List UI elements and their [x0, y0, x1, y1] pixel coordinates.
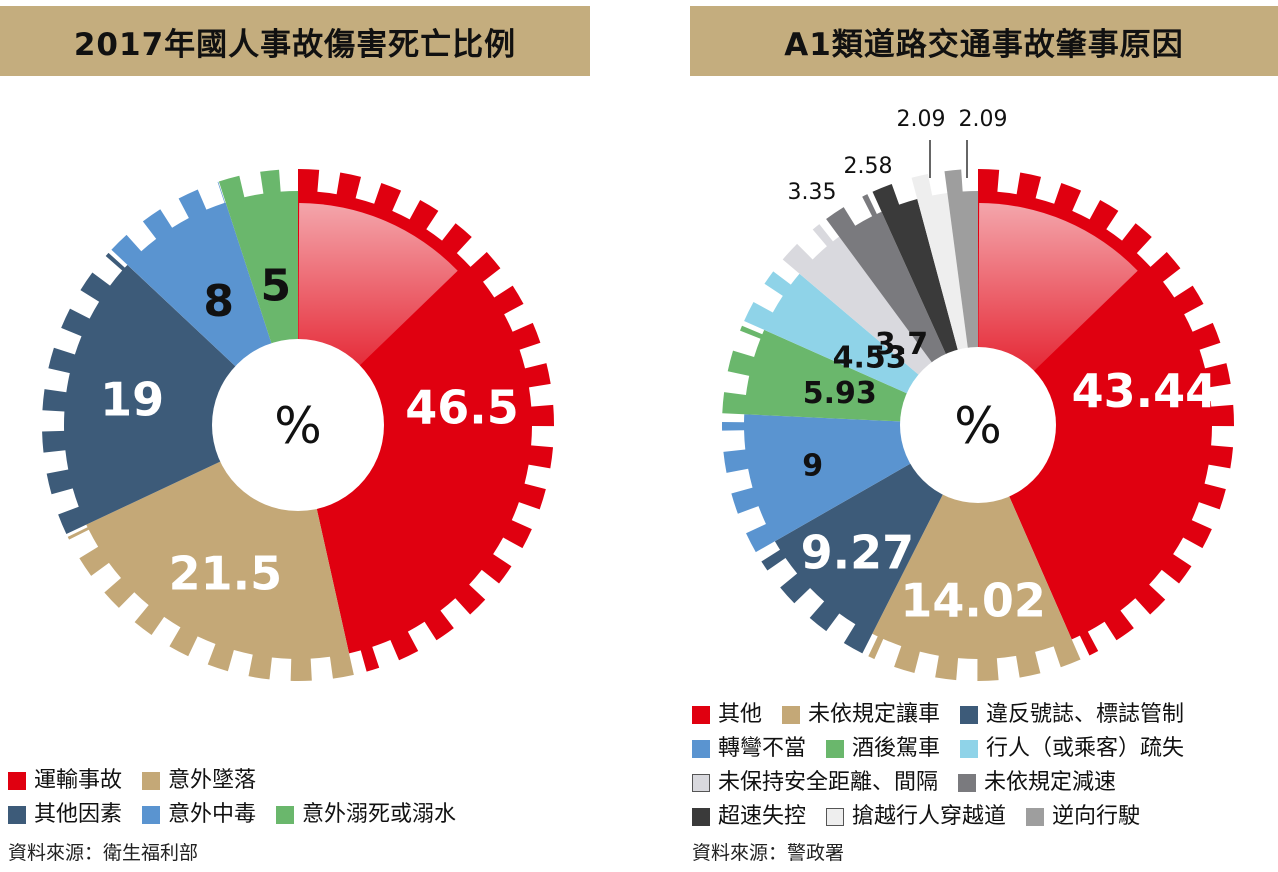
legend-label: 其他因素 — [34, 802, 123, 827]
pie-slice-其他因素 — [42, 252, 298, 534]
data-label-行人或乘客疏失: 4.53 — [833, 341, 907, 376]
data-label-違反號誌標誌管制: 9.27 — [801, 525, 915, 579]
legend-swatch — [276, 806, 295, 824]
legend-label: 轉彎不當 — [718, 736, 807, 761]
legend-label: 逆向行駛 — [1052, 804, 1141, 829]
legend-label: 其他 — [718, 702, 763, 727]
legend-swatch — [692, 774, 710, 792]
center-percent-label: % — [954, 397, 1002, 455]
legend-item-逆向行駛: 逆向行駛 — [1026, 800, 1140, 834]
legend-swatch — [692, 808, 710, 826]
legend-label: 未依規定讓車 — [808, 702, 941, 727]
pie-chart-left: % 46.5 21.5 19 8 5 — [42, 169, 555, 681]
legend-label: 未保持安全距離、間隔 — [718, 770, 939, 795]
legend-item-意外墜落: 意外墜落 — [142, 764, 256, 798]
data-label-逆向行駛: 2.09 — [959, 107, 1008, 132]
data-label-其他: 43.44 — [1072, 364, 1218, 418]
legend-label: 搶越行人穿越道 — [852, 804, 1007, 829]
legend-row: 其他因素 意外中毒 意外溺死或溺水 — [8, 798, 476, 832]
legend-item-意外溺死或溺水: 意外溺死或溺水 — [276, 798, 456, 832]
data-label-未依規定讓車: 14.02 — [900, 574, 1046, 628]
data-label-搶越行人穿越道: 2.09 — [897, 107, 946, 132]
center-percent-label: % — [274, 397, 322, 455]
legend-item-未依規定減速: 未依規定減速 — [958, 766, 1116, 800]
legend-item-意外中毒: 意外中毒 — [142, 798, 256, 832]
legend-label: 違反號誌、標誌管制 — [986, 702, 1185, 727]
legend-item-未依規定讓車: 未依規定讓車 — [782, 698, 940, 732]
data-label-未保持安全距離間隔: 3.7 — [875, 327, 928, 362]
legend-item-其他: 其他 — [692, 698, 762, 732]
legend-swatch — [692, 706, 710, 724]
pie-slice-未依規定讓車 — [868, 425, 1081, 682]
legend-row: 運輸事故 意外墜落 — [8, 764, 476, 798]
data-label-未依規定減速: 3.35 — [788, 180, 837, 205]
legend-row: 轉彎不當 酒後駕車 行人（或乘客）疏失 — [692, 732, 1204, 766]
data-label-超速失控: 2.58 — [844, 154, 893, 179]
legend-item-未保持安全距離間隔: 未保持安全距離、間隔 — [692, 766, 938, 800]
legend-swatch — [960, 706, 979, 724]
legend-item-轉彎不當: 轉彎不當 — [692, 732, 806, 766]
source-left: 資料來源：衛生福利部 — [8, 842, 199, 864]
legend-label: 酒後駕車 — [852, 736, 941, 761]
legend-swatch — [960, 740, 979, 758]
legend-left: 運輸事故 意外墜落其他因素 意外中毒 意外溺死或溺水 — [8, 764, 476, 832]
legend-label: 超速失控 — [718, 804, 807, 829]
pie-center-hole — [212, 339, 384, 511]
legend-item-超速失控: 超速失控 — [692, 800, 806, 834]
legend-swatch — [8, 806, 26, 824]
legend-swatch — [142, 772, 161, 790]
legend-swatch — [782, 706, 801, 724]
legend-item-搶越行人穿越道: 搶越行人穿越道 — [826, 800, 1006, 834]
data-label-運輸事故: 46.5 — [405, 381, 519, 435]
legend-label: 意外中毒 — [168, 802, 257, 827]
legend-item-行人或乘客疏失: 行人（或乘客）疏失 — [960, 732, 1184, 766]
legend-item-其他因素: 其他因素 — [8, 798, 122, 832]
data-label-意外墜落: 21.5 — [169, 547, 283, 601]
legend-row: 其他 未依規定讓車 違反號誌、標誌管制 — [692, 698, 1204, 732]
legend-swatch — [692, 740, 710, 758]
legend-swatch — [826, 808, 845, 826]
data-label-轉彎不當: 9 — [802, 449, 823, 484]
pie-slice-違反號誌標誌管制 — [761, 425, 978, 654]
legend-item-違反號誌標誌管制: 違反號誌、標誌管制 — [960, 698, 1184, 732]
chart-title-left: 2017年國人事故傷害死亡比例 — [0, 6, 590, 76]
legend-label: 行人（或乘客）疏失 — [986, 736, 1185, 761]
data-label-其他因素: 19 — [100, 372, 164, 426]
source-right: 資料來源：警政署 — [692, 842, 845, 864]
data-label-意外溺死或溺水: 5 — [260, 261, 291, 312]
legend-swatch — [8, 772, 26, 790]
legend-swatch — [142, 806, 161, 824]
data-label-酒後駕車: 5.93 — [803, 376, 877, 411]
legend-swatch — [826, 740, 845, 758]
legend-label: 意外溺死或溺水 — [302, 802, 457, 827]
chart-title-right: A1類道路交通事故肇事原因 — [690, 6, 1278, 76]
pie-center-hole — [900, 347, 1056, 503]
data-label-意外中毒: 8 — [203, 276, 234, 327]
legend-label: 意外墜落 — [168, 768, 257, 793]
legend-label: 未依規定減速 — [984, 770, 1117, 795]
legend-item-酒後駕車: 酒後駕車 — [826, 732, 940, 766]
legend-label: 運輸事故 — [34, 768, 123, 793]
legend-row: 超速失控 搶越行人穿越道 逆向行駛 — [692, 800, 1204, 834]
legend-swatch — [1026, 808, 1045, 826]
legend-row: 未保持安全距離、間隔 未依規定減速 — [692, 766, 1204, 800]
legend-item-運輸事故: 運輸事故 — [8, 764, 122, 798]
legend-right: 其他 未依規定讓車 違反號誌、標誌管制轉彎不當 酒後駕車 行人（或乘客）疏失未保持安全距… — [692, 698, 1204, 834]
legend-swatch — [958, 774, 977, 792]
